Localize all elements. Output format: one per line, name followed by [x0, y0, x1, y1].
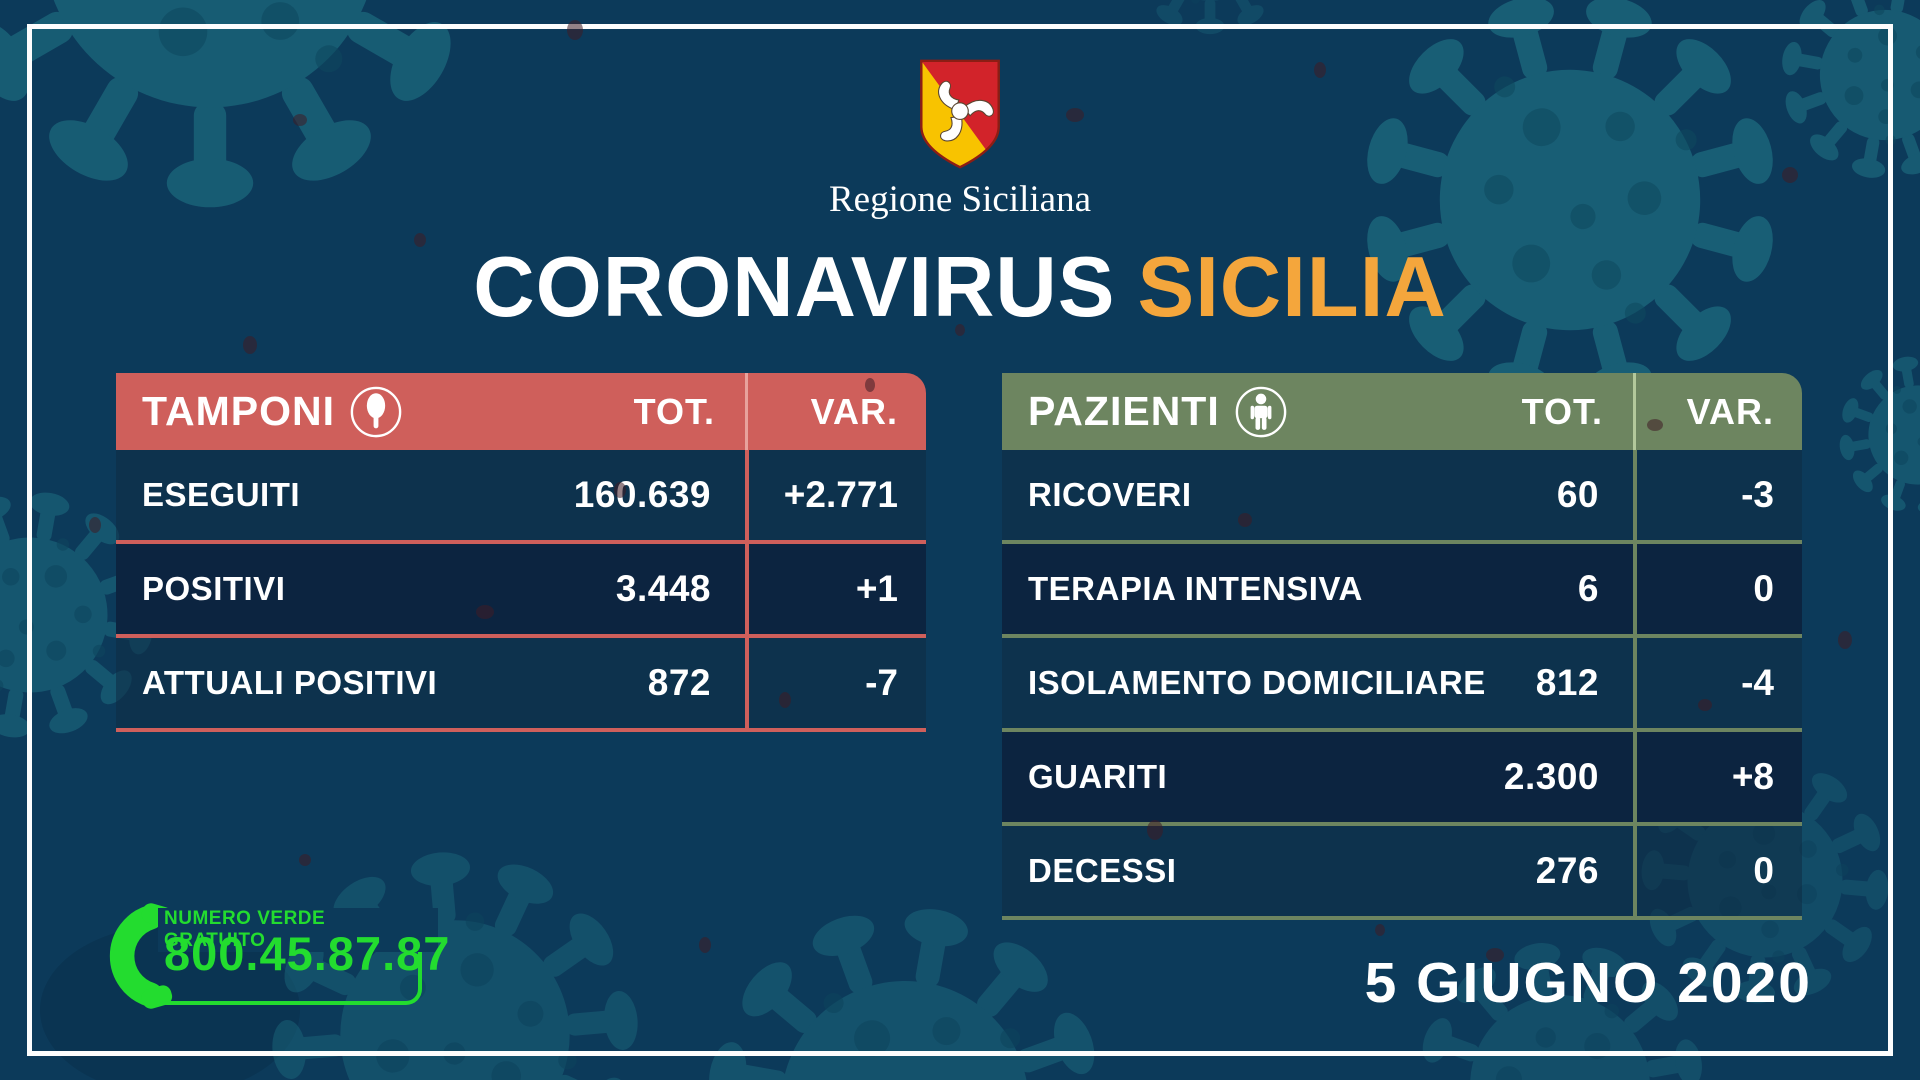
row-total-value: 2.300 — [1503, 756, 1599, 797]
table-row: GUARITI 2.300 +8 — [1002, 732, 1802, 826]
row-variation-value: -7 — [745, 638, 926, 728]
row-total-value: 276 — [1535, 850, 1599, 891]
pazienti-table-title: PAZIENTI — [1028, 388, 1220, 434]
page-title: CORONAVIRUS SICILIA — [0, 238, 1920, 338]
table-row: RICOVERI 60 -3 — [1002, 450, 1802, 544]
row-total-value: 3.448 — [615, 568, 711, 609]
col-header-tot: TOT. — [633, 390, 715, 432]
row-label: RICOVERI — [1028, 476, 1192, 513]
report-date: 5 GIUGNO 2020 — [1364, 951, 1812, 1015]
pazienti-table-rows: RICOVERI 60 -3 TERAPIA INTENSIVA 6 0 ISOLAMENT… — [1002, 450, 1802, 920]
tamponi-table-title: TAMPONI — [142, 388, 336, 434]
row-total-value: 60 — [1556, 474, 1599, 515]
hotline-number: 800.45.87.87 — [164, 927, 451, 980]
patient-icon — [1235, 386, 1287, 437]
row-label: TERAPIA INTENSIVA — [1028, 570, 1363, 607]
tamponi-table: TAMPONI TOT. VAR. ESEGUITI 160.639 +2.771 P… — [116, 373, 926, 732]
table-row: ISOLAMENTO DOMICILIARE 812 -4 — [1002, 638, 1802, 732]
hotline-box: NUMERO VERDE GRATUITO 800.45.87.87 — [108, 898, 451, 1018]
row-variation-value: +2.771 — [745, 450, 926, 540]
table-row: DECESSI 276 0 — [1002, 826, 1802, 920]
title-highlight: SICILIA — [1137, 240, 1447, 335]
regione-siciliana-crest-icon — [920, 59, 1000, 169]
tamponi-table-header: TAMPONI TOT. VAR. — [116, 373, 926, 450]
row-total-value: 6 — [1577, 568, 1599, 609]
col-header-var: VAR. — [745, 373, 926, 450]
swab-icon — [350, 386, 402, 437]
title-main: CORONAVIRUS — [473, 240, 1116, 335]
tamponi-table-rows: ESEGUITI 160.639 +2.771 POSITIVI 3.448 +1 ATTU… — [116, 450, 926, 732]
org-name: Regione Siciliana — [828, 179, 1092, 220]
row-variation-value: -3 — [1633, 450, 1802, 540]
row-variation-value: +8 — [1633, 732, 1802, 822]
row-variation-value: 0 — [1633, 826, 1802, 916]
col-header-tot: TOT. — [1521, 390, 1603, 432]
row-label: ISOLAMENTO DOMICILIARE — [1028, 664, 1486, 701]
row-label: GUARITI — [1028, 758, 1168, 795]
pazienti-table: PAZIENTI TOT. VAR. RICOVERI 60 -3 TERAPIA I… — [1002, 373, 1802, 920]
row-label: ATTUALI POSITIVI — [142, 664, 438, 701]
row-label: ESEGUITI — [142, 476, 301, 513]
row-variation-value: -4 — [1633, 638, 1802, 728]
pazienti-table-header: PAZIENTI TOT. VAR. — [1002, 373, 1802, 450]
row-total-value: 812 — [1535, 662, 1599, 703]
row-variation-value: +1 — [745, 544, 926, 634]
col-header-var: VAR. — [1633, 373, 1802, 450]
table-row: ATTUALI POSITIVI 872 -7 — [116, 638, 926, 732]
table-row: ESEGUITI 160.639 +2.771 — [116, 450, 926, 544]
logo-block: Regione Siciliana — [0, 56, 1920, 221]
table-row: TERAPIA INTENSIVA 6 0 — [1002, 544, 1802, 638]
row-variation-value: 0 — [1633, 544, 1802, 634]
row-label: DECESSI — [1028, 852, 1177, 889]
row-label: POSITIVI — [142, 570, 286, 607]
row-total-value: 160.639 — [573, 474, 711, 515]
trinacria-icon — [938, 80, 994, 142]
row-total-value: 872 — [647, 662, 711, 703]
table-row: POSITIVI 3.448 +1 — [116, 544, 926, 638]
